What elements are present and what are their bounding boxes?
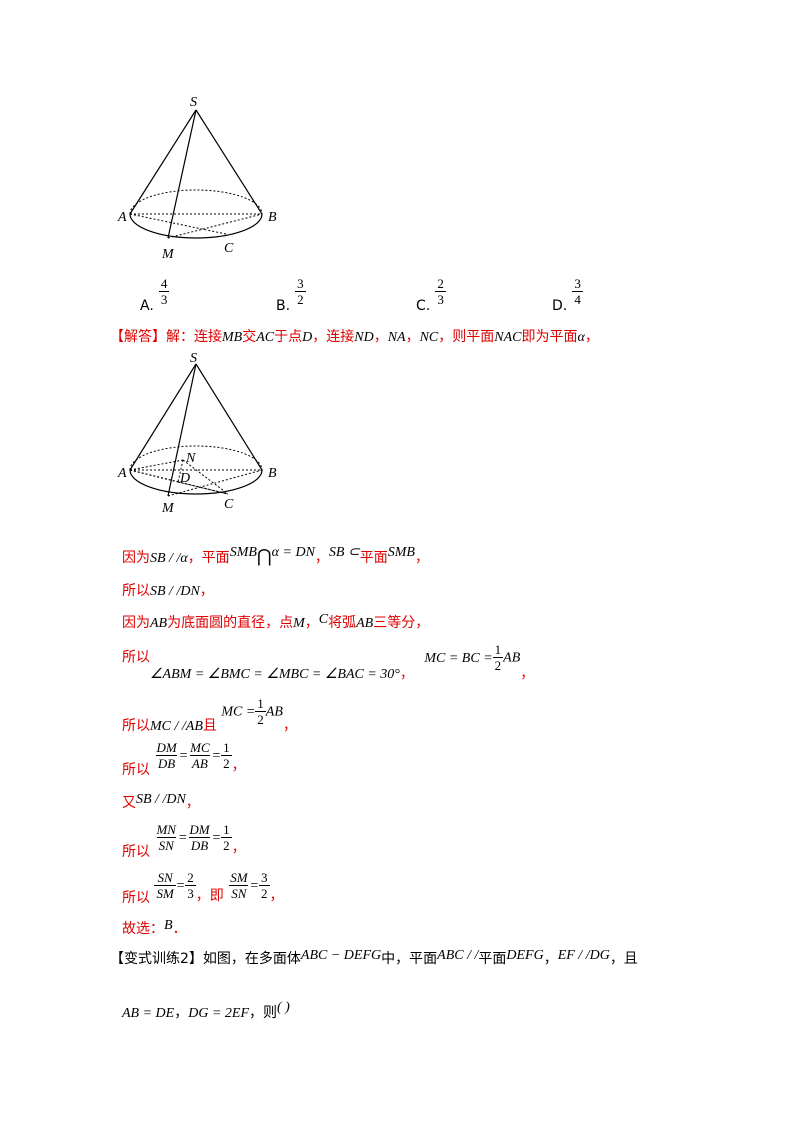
step-5: 所以MC / /AB且 MC = 1 2 AB， [122, 696, 297, 734]
label-n: N [185, 451, 196, 466]
label-m: M [161, 501, 175, 516]
variant-question-line-1: 【变式训练2】如图，在多面体ABC − DEFG中，平面ABC / /平面DEF… [110, 948, 638, 967]
step-8: 所以 MN SN = DM DB = 1 2， [122, 822, 246, 860]
cone-figure-1: S A B M C [117, 95, 277, 262]
label-c: C [224, 241, 234, 256]
label-b: B [268, 210, 277, 225]
option-letter: B. [276, 298, 291, 314]
label-s: S [190, 95, 197, 110]
step-9: 所以 SN SM = 2 3 ，即 SM SN = 3 2， [122, 870, 284, 906]
step-2: 所以SB / /DN， [122, 583, 214, 599]
label-a: A [117, 466, 127, 481]
label-d: D [179, 471, 190, 486]
option-letter: D. [552, 298, 568, 314]
option-letter: A. [140, 298, 154, 314]
step-7: 又SB / /DN， [122, 792, 200, 811]
variant-question-line-2: AB = DE，DG = 2EF，则( ) [122, 1000, 290, 1021]
label-c: C [224, 497, 234, 512]
label-b: B [268, 466, 277, 481]
step-3: 因为AB为底面圆的直径，点M，C将弧AB三等分， [122, 612, 430, 631]
label-m: M [161, 247, 175, 262]
step-1: 因为SB / /α，平面SMB⋂α = DN，SB ⊂平面SMB， [122, 545, 429, 567]
step-10: 故选：B． [122, 918, 187, 937]
label-s: S [190, 351, 197, 366]
label-a: A [117, 210, 127, 225]
option-letter: C. [416, 298, 431, 314]
answer-header: 【解答】解：连接MB交AC于点D，连接ND，NA，NC，则平面NAC即为平面α， [110, 329, 599, 345]
step-4: 所以∠ABM = ∠BMC = ∠MBC = ∠BAC = 30°， MC = … [122, 642, 535, 682]
step-6: 所以 DM DB = MC AB = 1 2， [122, 740, 246, 778]
cone-figure-2: S A B M C N D [117, 351, 277, 516]
